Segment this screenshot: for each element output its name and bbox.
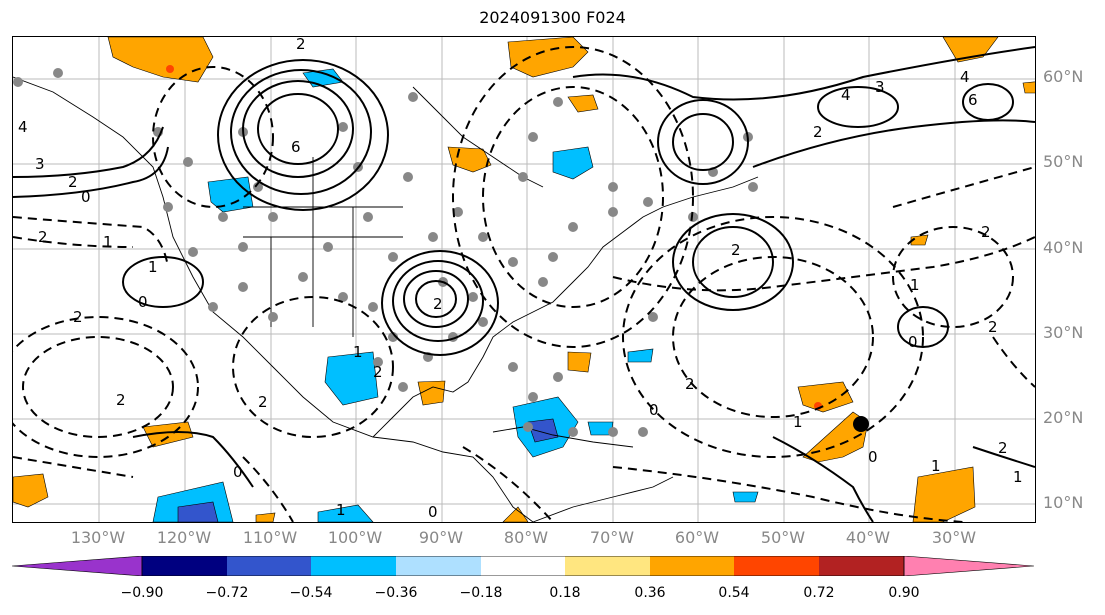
colorbar-tick: 0.72 [803,585,835,601]
lat-label-30n: 30°N [1043,323,1084,342]
contour-label: 0 [868,448,878,466]
contour-label: 1 [1013,468,1023,486]
contour-label: 2 [988,318,998,336]
contour-label: 2 [998,439,1008,457]
contour-label: 0 [138,293,148,311]
contour-label: 6 [968,91,978,109]
colorbar-tick: 0.36 [634,585,666,601]
lon-label-80w: 80°W [503,528,549,547]
contour-label: 1 [353,343,363,361]
colorbar-tick: −0.36 [374,585,418,601]
colorbar-segment [311,556,396,576]
contour-label: 0 [908,333,918,351]
colorbar-segment [650,556,734,576]
contours-dashed [13,46,1035,522]
colorbar-tick: 0.90 [888,585,920,601]
contour-label: 1 [103,233,113,251]
lon-label-120w: 120°W [156,528,212,547]
anomaly-fills [13,37,1035,522]
contour-label: 0 [233,463,243,481]
colorbar-segment [396,556,481,576]
colorbar-segment [819,556,904,576]
contours-solid [13,46,1035,522]
colorbar-tick: −0.54 [289,585,333,601]
lat-label-40n: 40°N [1043,238,1084,257]
contour-label: 2 [73,308,83,326]
colorbar-tick: −0.18 [459,585,503,601]
contour-label: 2 [296,37,306,53]
contour-label: 3 [35,155,45,173]
lon-label-70w: 70°W [589,528,635,547]
contour-label: 2 [373,363,383,381]
lat-label-50n: 50°N [1043,152,1084,171]
map-panel: 3 2 0 1 2 4 6 2 1 0 2 2 2 1 6 4 3 2 2 2 … [12,36,1036,523]
contour-label: 4 [960,68,970,86]
contour-label: 2 [813,123,823,141]
colorbar-tick: −0.72 [205,585,249,601]
colorbar [12,556,1034,576]
contour-label: 1 [148,258,158,276]
contour-label: 1 [793,413,803,431]
contour-label: 2 [258,393,268,411]
contour-label: 1 [910,276,920,294]
lon-label-100w: 100°W [327,528,383,547]
contour-label: 0 [81,188,91,206]
contour-label: 2 [68,173,78,191]
contour-label: 1 [336,501,346,519]
contour-label: 1 [931,457,941,475]
graticule [13,37,1035,522]
map-title: 2024091300 F024 [479,8,626,27]
lon-label-90w: 90°W [418,528,464,547]
lon-label-110w: 110°W [242,528,298,547]
contour-label: 0 [428,503,438,521]
map-canvas: 3 2 0 1 2 4 6 2 1 0 2 2 2 1 6 4 3 2 2 2 … [13,37,1035,522]
contour-label: 2 [981,223,991,241]
contour-label: 2 [731,241,741,259]
colorbar-segment [565,556,650,576]
stipple-dots [13,68,758,437]
contour-label: 2 [116,391,126,409]
colorbar-tick: 0.54 [718,585,750,601]
colorbar-segment [481,556,565,576]
lat-label-20n: 20°N [1043,408,1084,427]
colorbar-segment [903,556,1034,576]
contour-label: 6 [291,138,301,156]
contour-label: 4 [841,86,851,104]
contour-label-group: 3 2 0 1 2 4 6 2 1 0 2 2 2 1 6 4 3 2 2 2 … [18,37,1023,521]
storm-center-marker [853,416,869,432]
contour-label: 3 [875,78,885,96]
lon-label-60w: 60°W [674,528,720,547]
contour-label: 2 [685,375,695,393]
lon-label-40w: 40°W [845,528,891,547]
colorbar-segment [142,556,227,576]
colorbar-tick: −0.90 [120,585,164,601]
lat-label-10n: 10°N [1043,493,1084,512]
colorbar-segment [227,556,311,576]
lat-label-60n: 60°N [1043,67,1084,86]
lon-label-30w: 30°W [931,528,977,547]
colorbar-tick: 0.18 [549,585,581,601]
colorbar-segment [12,556,143,576]
contour-label: 2 [38,228,48,246]
contour-label: 0 [649,401,659,419]
lon-label-130w: 130°W [70,528,126,547]
contour-label: 2 [433,295,443,313]
contour-label: 4 [18,118,28,136]
colorbar-segment [734,556,819,576]
lon-label-50w: 50°W [760,528,806,547]
